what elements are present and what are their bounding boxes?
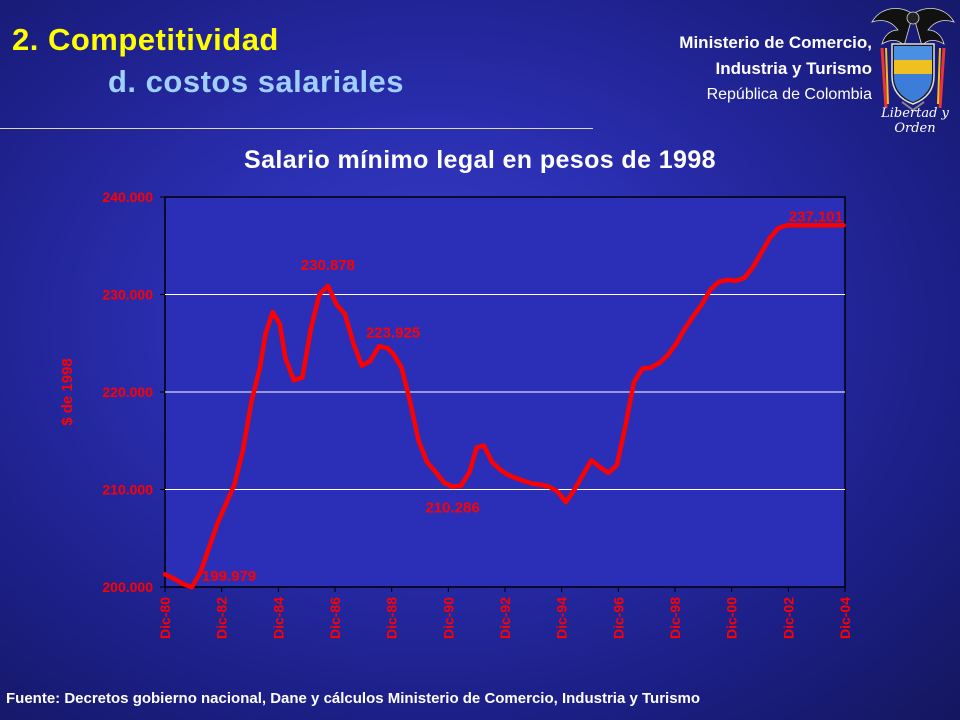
data-label: 223.925 bbox=[366, 325, 420, 342]
x-tick-label: Dic-96 bbox=[610, 597, 626, 639]
x-tick-label: Dic-00 bbox=[724, 597, 740, 639]
series-group bbox=[162, 223, 846, 590]
y-tick-label: 200.000 bbox=[102, 579, 153, 595]
source-note: Fuente: Decretos gobierno nacional, Dane… bbox=[6, 690, 701, 707]
x-tick-label: Dic-94 bbox=[554, 597, 570, 639]
x-tick-label: Dic-02 bbox=[780, 597, 796, 639]
x-tick-label: Dic-84 bbox=[270, 597, 286, 639]
y-tick-label: 230.000 bbox=[102, 287, 153, 303]
data-label: 230.878 bbox=[301, 257, 355, 274]
title-divider bbox=[0, 128, 593, 129]
ministry-name-line1: Ministerio de Comercio, bbox=[679, 33, 872, 52]
data-labels: 199.979 230.878 223.925 210.286 237.101 bbox=[202, 208, 843, 585]
ministry-country: República de Colombia bbox=[706, 86, 872, 103]
slide-subtitle: d. costos salariales bbox=[108, 64, 405, 99]
series-line bbox=[162, 223, 846, 590]
ministry-block: Ministerio de Comercio, Industria y Turi… bbox=[679, 30, 872, 108]
y-tick-label: 240.000 bbox=[102, 189, 153, 205]
coat-of-arms-icon bbox=[871, 8, 955, 112]
y-tick-label: 210.000 bbox=[102, 482, 153, 498]
y-tick-label: 220.000 bbox=[102, 384, 153, 400]
x-tick-label: Dic-90 bbox=[440, 597, 456, 639]
y-axis-ticks: 200.000 210.000 220.000 230.000 240.000 bbox=[102, 189, 165, 595]
ministry-name-line2: Industria y Turismo bbox=[715, 59, 873, 78]
x-tick-label: Dic-82 bbox=[214, 597, 230, 639]
x-tick-label: Dic-98 bbox=[667, 597, 683, 639]
data-label: 237.101 bbox=[789, 208, 843, 225]
x-tick-label: Dic-86 bbox=[327, 597, 343, 639]
x-tick-label: Dic-88 bbox=[384, 597, 400, 639]
chart-title: Salario mínimo legal en pesos de 1998 bbox=[244, 146, 716, 174]
data-label: 210.286 bbox=[425, 500, 479, 517]
x-tick-label: Dic-80 bbox=[157, 597, 173, 639]
x-tick-label: Dic-92 bbox=[497, 597, 513, 639]
gridlines bbox=[165, 294, 845, 490]
y-axis-label: $ de 1998 bbox=[59, 358, 76, 426]
slide-title: 2. Competitividad bbox=[12, 22, 279, 57]
data-label: 199.979 bbox=[202, 568, 256, 585]
crest-motto: Libertad y Orden bbox=[881, 106, 949, 136]
x-tick-label: Dic-04 bbox=[837, 597, 853, 639]
x-axis-ticks: Dic-80 Dic-82 Dic-84 Dic-86 Dic-88 Dic-90 Dic-… bbox=[157, 587, 853, 639]
